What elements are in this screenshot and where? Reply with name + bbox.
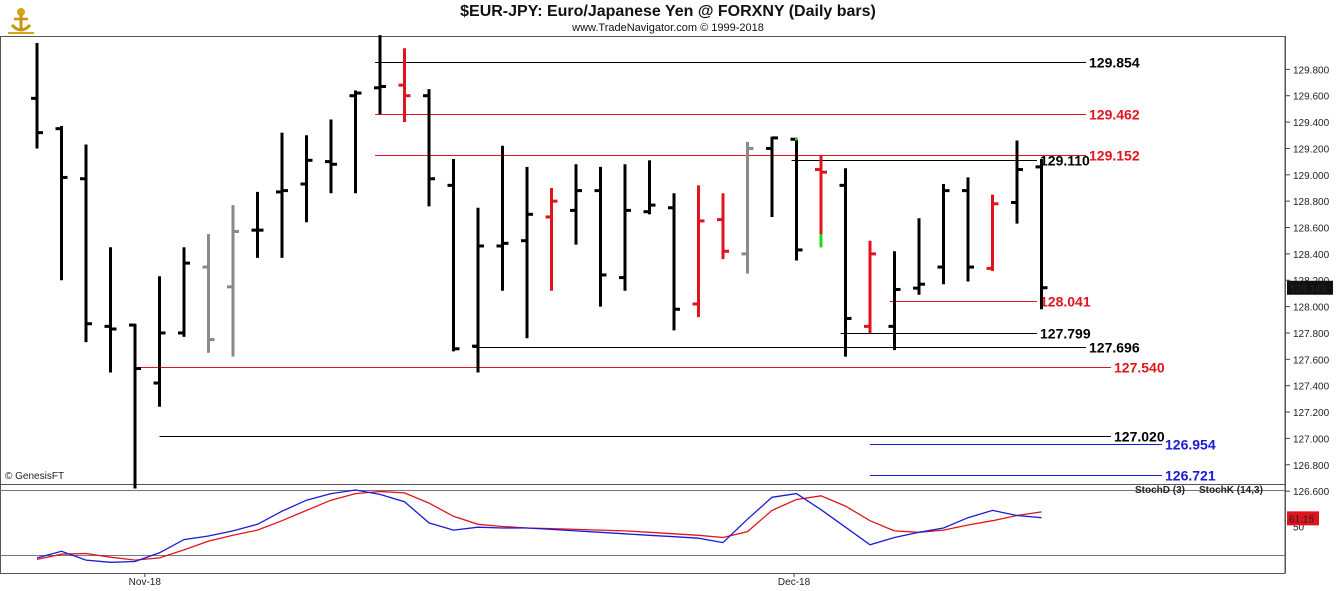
y-tick-label: 129.400	[1293, 118, 1330, 129]
y-tick-label: 127.400	[1293, 382, 1330, 393]
level-label: 129.110	[1040, 153, 1090, 169]
level-label: 126.954	[1165, 437, 1216, 453]
chart-title: $EUR-JPY: Euro/Japanese Yen @ FORXNY (Da…	[460, 3, 876, 20]
trade-navigator-logo-icon	[8, 8, 34, 34]
bars-layer	[31, 35, 1048, 489]
y-tick-label: 126.600	[1293, 487, 1330, 498]
y-tick-label: 129.200	[1293, 144, 1330, 155]
legend-stochk: StochK (14,3)	[1199, 485, 1263, 496]
osc-last-value-label: 61.15	[1289, 514, 1314, 525]
stoch-line	[36, 489, 1042, 563]
y-tick-label: 127.600	[1293, 355, 1330, 366]
stoch-line	[36, 490, 1042, 561]
y-tick-label: 129.800	[1293, 65, 1330, 76]
level-label: 129.854	[1089, 55, 1140, 71]
y-tick-label: 128.400	[1293, 250, 1330, 261]
y-tick-label: 129.000	[1293, 171, 1330, 182]
level-label: 127.020	[1114, 429, 1165, 445]
x-tick-label: Nov-18	[129, 577, 162, 588]
y-tick-label: 126.800	[1293, 461, 1330, 472]
x-tick-label: Dec-18	[778, 577, 811, 588]
axes-layer: 129.800 129.600 129.400 129.200 129.000 128.8…	[0, 36, 1333, 588]
y-tick-label: 129.600	[1293, 92, 1330, 103]
y-tick-label: 127.800	[1293, 329, 1330, 340]
y-tick-label: 128.600	[1293, 224, 1330, 235]
level-label: 126.721	[1165, 468, 1216, 484]
last-price-label: 128.143	[1290, 284, 1327, 295]
last-price-box	[1287, 280, 1333, 295]
level-label: 128.041	[1040, 294, 1091, 310]
level-label: 127.799	[1040, 326, 1091, 342]
legend-stochd: StochD (3)	[1135, 485, 1185, 496]
y-tick-label: 127.000	[1293, 434, 1330, 445]
y-tick-label: 128.800	[1293, 197, 1330, 208]
osc-y-tick-label: 50	[1293, 523, 1305, 534]
y-tick-label: 127.200	[1293, 408, 1330, 419]
level-label: 129.152	[1089, 148, 1140, 164]
level-label: 129.462	[1089, 107, 1140, 123]
watermark-text: © GenesisFT	[5, 471, 64, 482]
y-tick-label: 128.000	[1293, 303, 1330, 314]
chart-subtitle: www.TradeNavigator.com © 1999-2018	[572, 22, 764, 34]
level-label: 127.540	[1114, 360, 1165, 376]
osc-last-value-box	[1287, 511, 1319, 526]
level-label: 127.696	[1089, 340, 1140, 356]
